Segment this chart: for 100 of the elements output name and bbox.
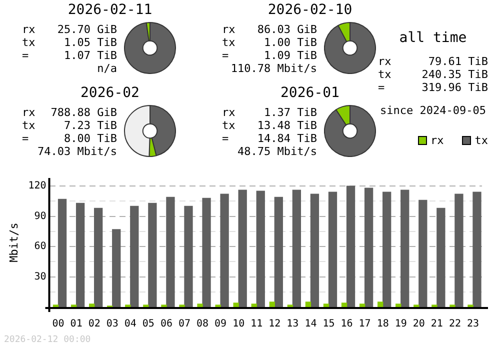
bar [76,202,85,307]
bar [359,304,366,307]
text: 86.03 GiB [256,23,317,36]
bar [418,200,428,307]
bar [251,304,257,307]
text: 79.61 TiB [427,55,488,68]
x-tick-label: 11 [250,318,263,330]
text: 788.88 GiB [50,106,117,119]
bar [472,192,482,307]
bar [346,186,356,307]
text: tx [222,36,236,49]
x-tick-label: 03 [106,318,118,330]
x-tick-label: 15 [322,318,335,330]
bar [292,190,302,307]
y-tick-label: 60 [34,241,46,252]
x-tick-label: 23 [466,318,480,330]
bar [148,202,157,307]
bar [184,206,193,307]
text: 1.09 TiB [263,49,317,62]
y-axis-title: Mbit/s [7,222,20,262]
text: = [222,132,230,145]
text: = [22,49,30,62]
bar [166,196,175,307]
chart-title: 2026-02 [79,85,140,101]
text: all time [398,30,468,46]
text: 1.37 TiB [263,106,317,119]
x-tick-label: 00 [52,318,64,330]
bar [274,196,283,307]
text: 240.35 TiB [420,68,488,81]
x-tick-label: 06 [160,318,172,330]
text: rx [222,106,236,119]
x-tick-label: 22 [448,318,461,330]
bar [378,302,384,307]
y-tick-label: 120 [28,180,46,192]
bar [256,190,265,307]
text: rx [222,23,236,36]
bar [323,304,330,307]
chart-title: 2026-02-10 [266,2,354,18]
text: rx [22,106,36,119]
x-tick-label: 12 [268,318,281,330]
y-tick-label: 90 [34,210,46,222]
text: 1.05 TiB [63,36,117,49]
x-tick-label: 09 [214,318,227,330]
bar [382,192,392,307]
bar [328,192,338,307]
text: 7.23 TiB [63,119,117,132]
text: rx [22,23,36,36]
text: 74.03 Mbit/s [36,145,117,158]
chart-title: 2026-01 [279,85,340,101]
bar [269,302,275,307]
text: 14.84 TiB [256,132,317,145]
legend-label: rx [430,134,444,147]
x-tick-label: 02 [88,318,100,330]
text: 110.78 Mbit/s [230,62,317,75]
text: tx [222,119,236,132]
bar [130,206,139,307]
x-tick-label: 20 [412,318,425,330]
x-tick-label: 08 [196,318,209,330]
text: 1.07 TiB [63,49,117,62]
text: 13.48 TiB [256,119,317,132]
text: tx [22,36,36,49]
y-tick-label: 30 [34,271,46,282]
x-tick-label: 17 [358,318,371,330]
x-tick-label: 13 [286,318,299,330]
text: = [222,49,230,62]
chart-title: 2026-02-11 [66,2,154,18]
bar [454,194,464,307]
text: rx [378,55,392,68]
text: 25.70 GiB [56,23,117,36]
text: tx [378,68,392,81]
text: 48.75 Mbit/s [236,145,317,158]
x-tick-label: 14 [304,318,317,330]
bar [310,194,320,307]
x-tick-label: 19 [394,318,407,330]
bar [238,190,247,307]
x-tick-label: 04 [124,318,136,330]
x-tick-label: 10 [232,318,245,330]
bar [436,208,446,307]
text: 8.00 TiB [63,132,117,145]
bar [94,208,103,307]
text: 319.96 TiB [420,81,488,94]
bar [364,188,374,307]
bar [202,198,211,307]
bar [58,198,67,307]
x-tick-label: 05 [142,318,154,330]
text: tx [22,119,36,132]
bar [220,194,229,307]
bar [396,304,402,307]
bar [305,302,312,307]
x-tick-label: 01 [70,318,82,330]
x-tick-label: 18 [376,318,389,330]
text: = [22,132,30,145]
x-tick-label: 07 [178,318,191,330]
legend-label: tx [474,134,488,147]
text: = [378,81,386,94]
text: 1.00 TiB [263,36,317,49]
text: n/a [96,62,117,75]
x-tick-label: 21 [430,318,443,330]
bar [89,304,95,307]
x-tick-label: 16 [340,318,353,330]
